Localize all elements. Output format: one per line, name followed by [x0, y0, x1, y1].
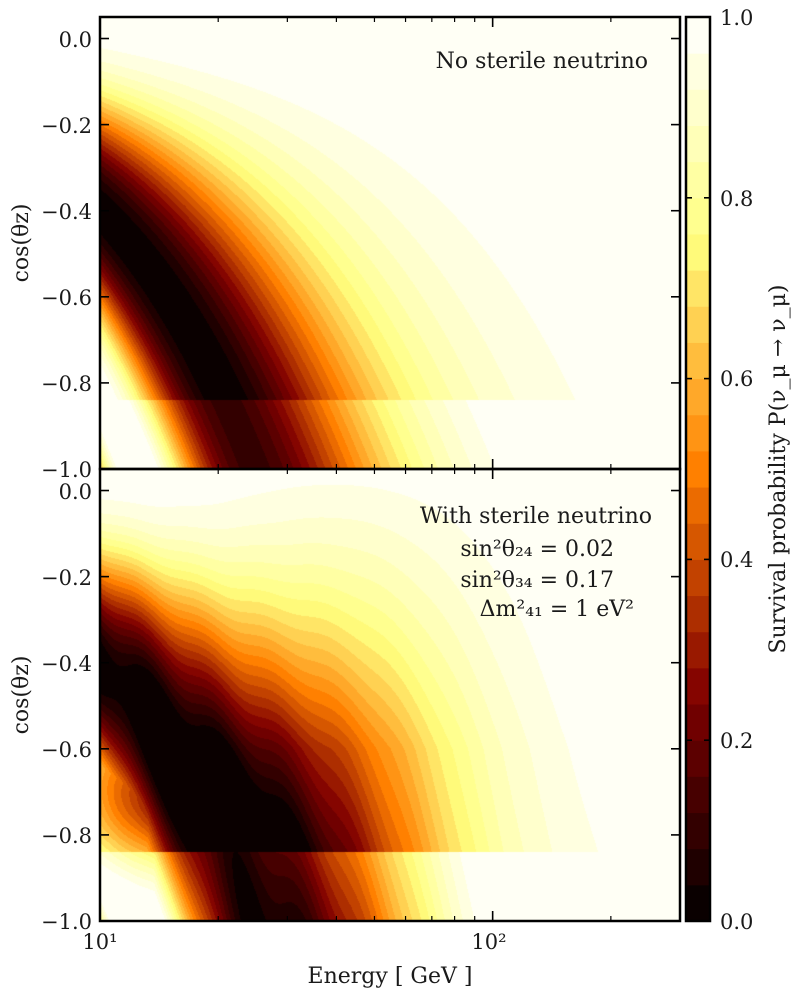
bottom-ytick-label: 0.0 — [59, 480, 92, 504]
bottom-ytick-label: −0.8 — [41, 824, 92, 848]
colorbar-tick-label: 0.2 — [720, 729, 753, 753]
colorbar-segment — [686, 884, 710, 922]
bottom-panel: With sterile neutrino sin²θ₂₄ = 0.02 sin… — [100, 469, 680, 921]
top-heatmap — [100, 17, 680, 469]
colorbar-segment — [686, 848, 710, 886]
colorbar-segment — [686, 270, 710, 307]
bottom-ytick-label: −0.6 — [41, 738, 92, 762]
bottom-ytick-label: −1.0 — [41, 910, 92, 934]
bottom-annotation-dm2: Δm²₄₁ = 1 eV² — [480, 597, 634, 622]
xtick-label: 10¹ — [82, 930, 117, 954]
bottom-y-ticklabels: 0.0 −0.2 −0.4 −0.6 −0.8 −1.0 — [41, 480, 92, 934]
top-y-ticklabels: 0.0 −0.2 −0.4 −0.6 −0.8 −1.0 — [41, 28, 92, 482]
colorbar-tick-label: 0.4 — [720, 548, 753, 572]
colorbar — [686, 17, 710, 922]
bottom-heatmap — [100, 469, 680, 921]
colorbar-segment — [686, 740, 710, 777]
bottom-annotation-title: With sterile neutrino — [420, 504, 652, 529]
top-annotation-line: No sterile neutrino — [436, 49, 648, 74]
colorbar-segment — [686, 776, 710, 814]
colorbar-tick-label: 0.6 — [720, 367, 753, 391]
colorbar-segment — [686, 233, 710, 271]
top-ytick-label: −0.4 — [41, 200, 92, 224]
colorbar-title: Survival probability P(ν_μ → ν_μ) — [766, 284, 791, 653]
colorbar-segment — [686, 414, 710, 452]
top-ytick-label: 0.0 — [59, 28, 92, 52]
colorbar-segment — [686, 53, 710, 90]
bottom-ytick-label: −0.4 — [41, 652, 92, 676]
colorbar-segment — [686, 342, 710, 380]
colorbar-segment — [686, 89, 710, 126]
colorbar-ticklabels: 1.0 0.8 0.6 0.4 0.2 0.0 — [720, 6, 753, 934]
xtick-label: 10² — [471, 930, 506, 954]
bottom-y-axis-title: cos(θz) — [9, 656, 34, 735]
colorbar-segment — [686, 595, 710, 633]
colorbar-segment — [686, 704, 710, 741]
colorbar-segment — [686, 125, 710, 163]
x-axis-title: Energy [ GeV ] — [308, 964, 473, 989]
bottom-ytick-label: −0.2 — [41, 566, 92, 590]
colorbar-frame — [684, 15, 712, 923]
colorbar-segment — [686, 667, 710, 705]
top-ytick-label: −0.6 — [41, 286, 92, 310]
top-y-axis-title: cos(θz) — [9, 204, 34, 283]
colorbar-segment — [686, 17, 710, 54]
bottom-annotation: With sterile neutrino sin²θ₂₄ = 0.02 sin… — [420, 504, 652, 622]
bottom-annotation-theta34: sin²θ₃₄ = 0.17 — [460, 568, 614, 593]
bottom-frame — [98, 467, 682, 923]
colorbar-segment — [686, 450, 710, 488]
top-ytick-label: −0.8 — [41, 372, 92, 396]
bottom-annotation-theta24: sin²θ₂₄ = 0.02 — [460, 537, 614, 562]
colorbar-segment — [686, 197, 710, 235]
colorbar-tick-label: 0.0 — [720, 910, 753, 934]
colorbar-tick-label: 0.8 — [720, 187, 753, 211]
colorbar-tick-label: 1.0 — [720, 6, 753, 30]
colorbar-segment — [686, 523, 710, 560]
colorbar-segment — [686, 631, 710, 669]
colorbar-segment — [686, 161, 710, 199]
colorbar-segment — [686, 559, 710, 597]
top-annotation: No sterile neutrino — [436, 49, 648, 74]
top-ytick-label: −1.0 — [41, 458, 92, 482]
top-panel: No sterile neutrino — [100, 17, 680, 469]
tick-marks — [99, 16, 710, 922]
top-ytick-label: −0.2 — [41, 114, 92, 138]
colorbar-segment — [686, 812, 710, 850]
colorbar-segment — [686, 487, 710, 524]
colorbar-segment — [686, 306, 710, 343]
colorbar-segment — [686, 378, 710, 416]
